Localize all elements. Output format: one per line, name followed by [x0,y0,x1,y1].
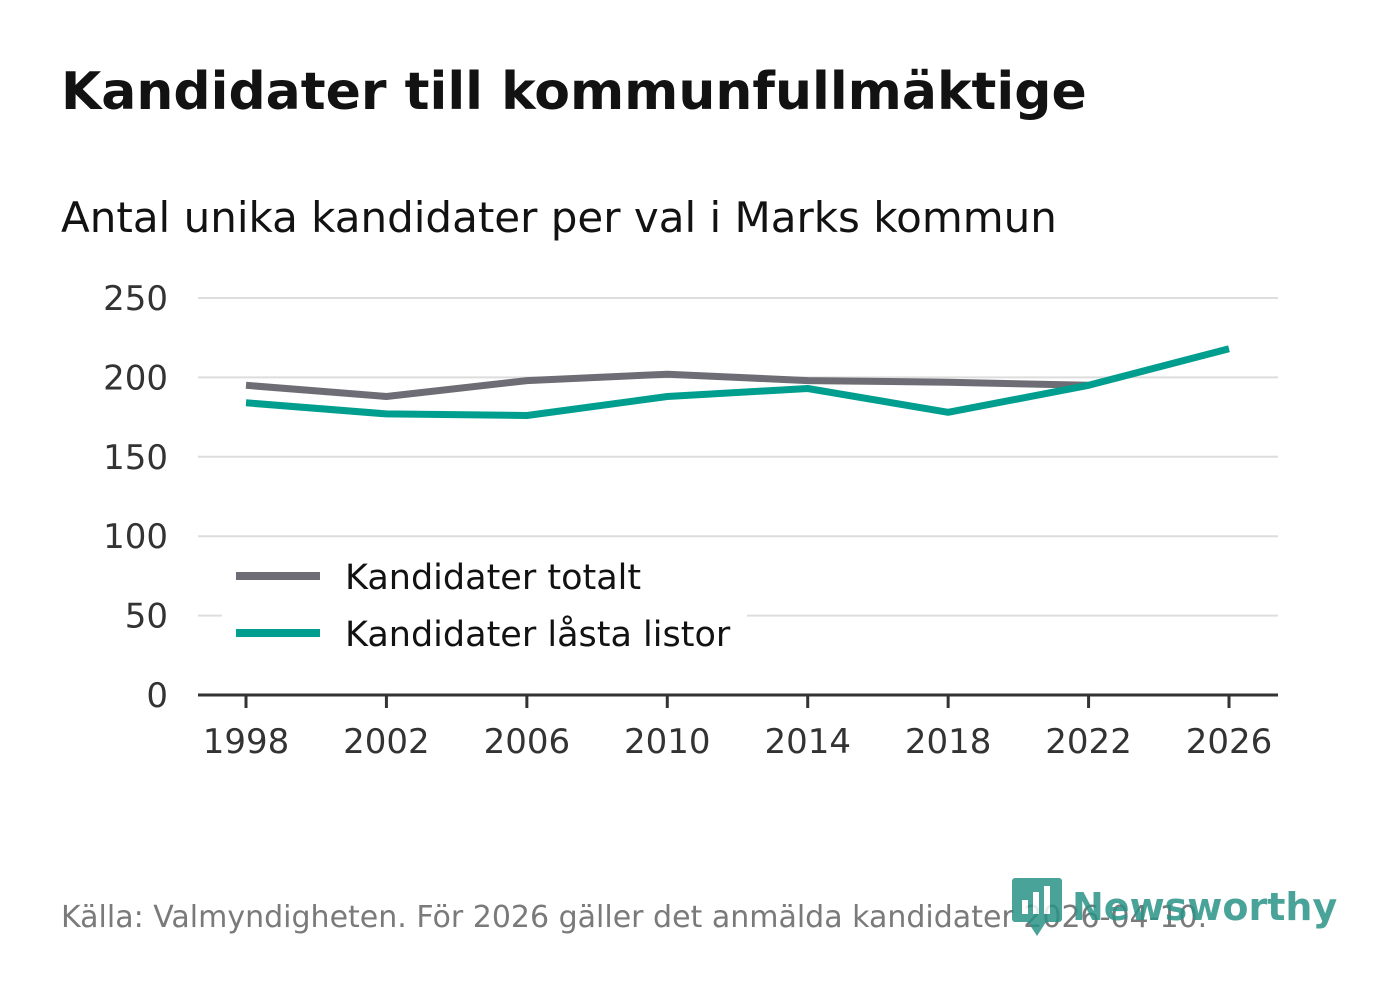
y-tick-label-50: 50 [125,597,168,637]
x-tick-label-2022: 2022 [1045,722,1132,762]
newsworthy-logo: Newsworthy [1012,878,1337,936]
y-tick-label-200: 200 [103,358,168,398]
series-lines [245,345,1230,419]
x-tick-label-2018: 2018 [905,722,992,762]
chart-subtitle: Antal unika kandidater per val i Marks k… [61,193,1057,242]
legend-background [222,545,747,660]
legend: Kandidater totalt Kandidater låsta listo… [222,545,747,660]
series-line-total [245,370,1089,400]
y-tick-label-100: 100 [103,517,168,557]
chart-title: Kandidater till kommunfullmäktige [61,62,1087,122]
x-tick-label-2014: 2014 [764,722,851,762]
y-tick-label-0: 0 [146,676,168,716]
x-tick-label-2002: 2002 [343,722,430,762]
legend-label-locked: Kandidater låsta listor [345,614,731,655]
x-tick-label-2006: 2006 [484,722,571,762]
x-axis: 1998 2002 2006 2010 2014 2018 2022 2026 [198,693,1278,762]
y-tick-label-250: 250 [103,279,168,319]
y-axis-labels: 0 50 100 150 200 250 [103,279,168,716]
y-tick-label-150: 150 [103,438,168,478]
newsworthy-logo-icon [1012,878,1062,936]
x-tick-label-2010: 2010 [624,722,711,762]
x-tick-label-2026: 2026 [1186,722,1273,762]
legend-label-total: Kandidater totalt [345,558,641,598]
newsworthy-logo-text: Newsworthy [1072,885,1338,929]
x-tick-label-1998: 1998 [203,722,290,762]
series-line-locked [245,345,1230,419]
